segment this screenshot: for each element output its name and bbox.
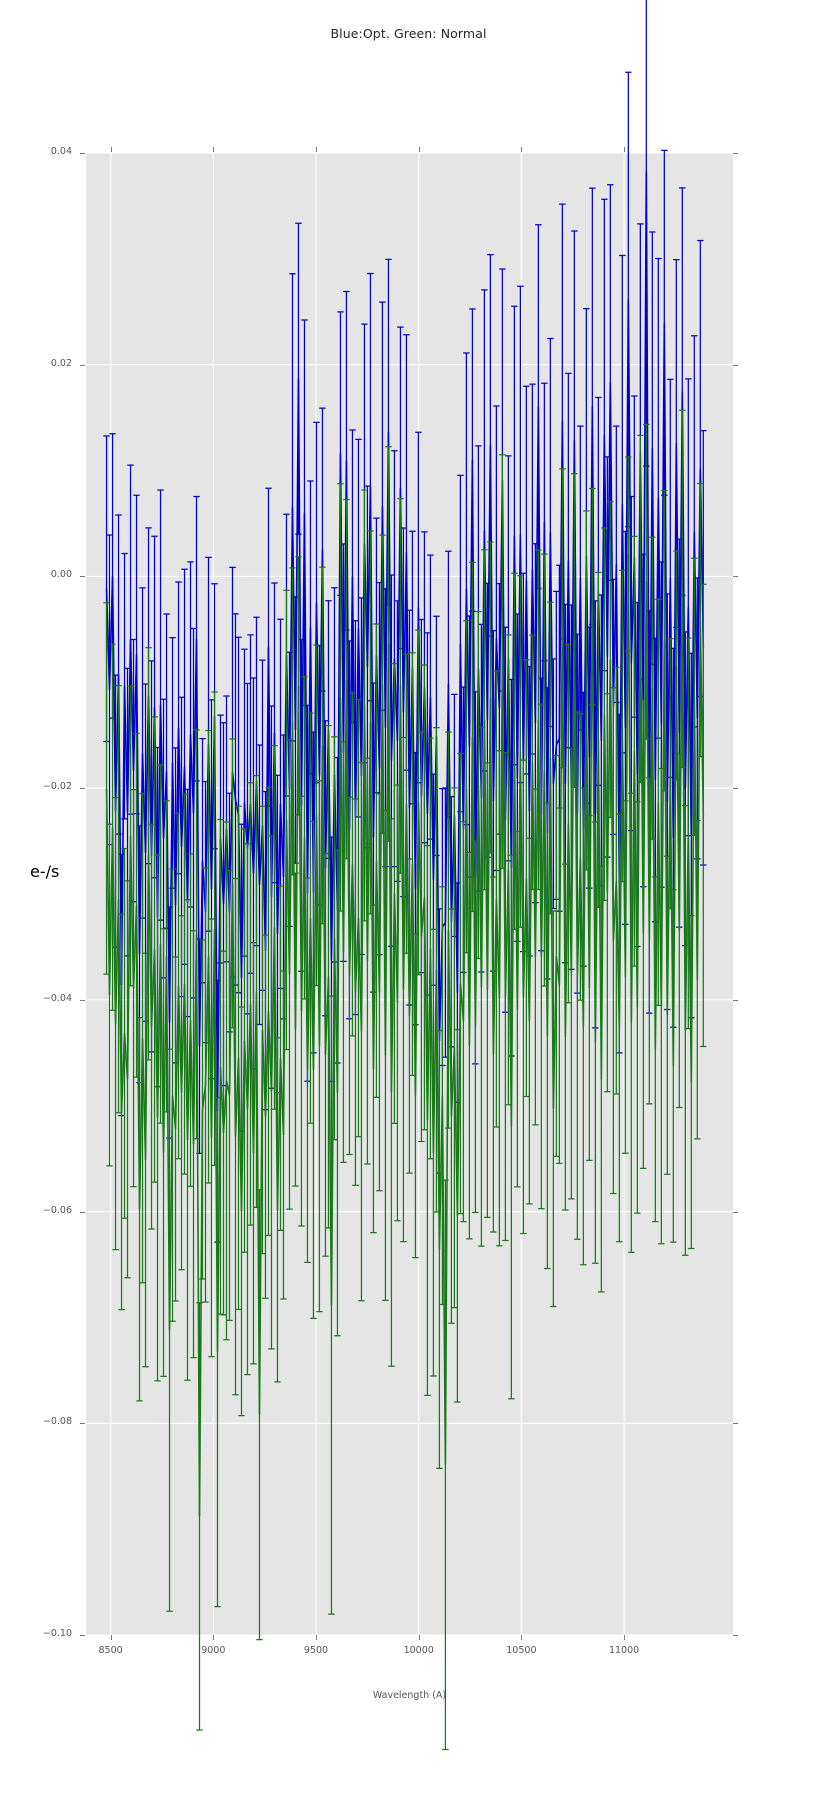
x-tick-label: 8500	[98, 1645, 123, 1656]
x-tick-label: 9000	[201, 1645, 226, 1656]
y-tick-mark	[733, 364, 738, 366]
x-tick-label: 10500	[506, 1645, 537, 1656]
y-tick-mark	[80, 1635, 85, 1636]
y-tick-mark	[80, 364, 85, 366]
y-tick-mark	[733, 788, 738, 790]
y-tick-mark	[80, 788, 85, 790]
x-tick-mark	[624, 1635, 626, 1640]
x-tick-mark	[316, 1635, 317, 1640]
plot-area	[86, 0, 733, 1751]
x-tick-mark	[213, 147, 215, 152]
x-tick-label: 11000	[608, 1645, 640, 1656]
chart-title: Blue:Opt. Green: Normal	[330, 26, 487, 41]
x-tick-label: 10000	[403, 1645, 434, 1656]
y-axis-label: e-/s	[30, 862, 59, 881]
y-tick-mark	[80, 1211, 85, 1213]
data-series-layer	[103, 0, 707, 1751]
y-tick-mark	[733, 999, 738, 1001]
x-tick-mark	[418, 147, 420, 152]
y-tick-label: 0.00	[50, 569, 72, 581]
y-tick-label: −0.02	[42, 781, 72, 793]
y-tick-label: −0.10	[42, 1628, 72, 1639]
y-tick-mark	[733, 576, 738, 578]
y-tick-mark	[80, 999, 85, 1001]
y-tick-mark	[80, 153, 85, 154]
x-tick-label: 9500	[303, 1645, 329, 1656]
x-tick-mark	[418, 1635, 420, 1640]
y-tick-mark	[733, 1211, 738, 1213]
y-tick-label: 0.02	[50, 357, 72, 369]
y-tick-mark	[80, 576, 85, 578]
y-tick-mark	[733, 153, 738, 154]
x-tick-mark	[213, 1635, 215, 1640]
y-tick-label: −0.04	[42, 992, 72, 1004]
y-tick-label: 0.04	[50, 146, 72, 157]
x-tick-mark	[624, 147, 626, 152]
y-tick-label: −0.08	[42, 1416, 72, 1428]
y-tick-mark	[733, 1635, 738, 1636]
x-tick-mark	[110, 1635, 112, 1640]
x-tick-mark	[521, 1635, 523, 1640]
x-tick-mark	[110, 147, 112, 152]
y-tick-mark	[733, 1423, 738, 1425]
series-normal	[103, 409, 707, 1751]
x-tick-mark	[521, 147, 523, 152]
x-axis-label: Wavelength (A)	[372, 1690, 447, 1701]
y-tick-mark	[80, 1423, 85, 1425]
y-tick-label: −0.06	[42, 1204, 72, 1216]
y-axis-label-text: e-/s	[30, 862, 60, 881]
x-tick-mark	[316, 147, 317, 152]
